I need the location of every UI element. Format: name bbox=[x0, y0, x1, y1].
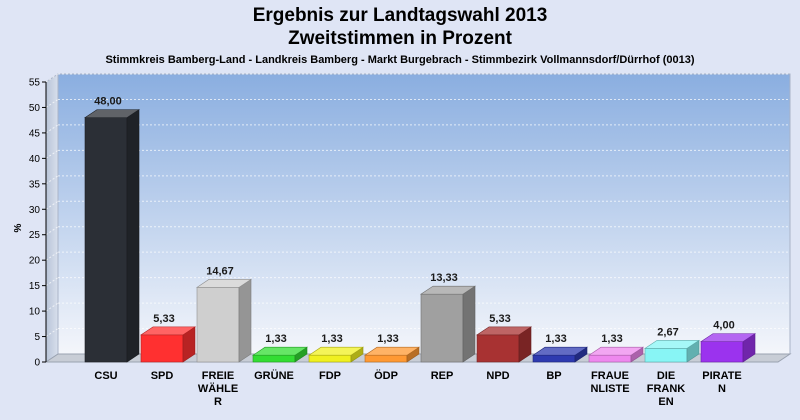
bar-top bbox=[644, 340, 700, 349]
bar-value-label: 2,67 bbox=[657, 326, 678, 338]
gridline-side bbox=[45, 99, 59, 108]
y-tick-label: 20 bbox=[29, 256, 41, 267]
bar-value-label: 48,00 bbox=[94, 96, 122, 108]
bar bbox=[308, 346, 364, 363]
bar-value-label: 1,33 bbox=[545, 333, 566, 345]
gridline-side bbox=[45, 251, 59, 261]
x-tick-label: REP bbox=[431, 370, 454, 382]
bar-value-label: 1,33 bbox=[377, 333, 398, 345]
bar-front bbox=[252, 354, 296, 363]
bar bbox=[532, 346, 588, 363]
bar-front bbox=[476, 334, 520, 363]
gridline-side bbox=[45, 175, 59, 185]
x-tick-label: DIE FRANK EN bbox=[647, 370, 686, 408]
bar-value-label: 1,33 bbox=[321, 333, 342, 345]
bar-top bbox=[700, 333, 756, 342]
x-tick-label: NPD bbox=[486, 370, 509, 382]
y-tick-label: 40 bbox=[29, 154, 41, 165]
bar-side bbox=[238, 278, 252, 363]
bar-value-label: 1,33 bbox=[601, 333, 622, 345]
chart-title-line2: Zweitstimmen in Prozent bbox=[288, 28, 512, 49]
bar-value-label: 4,00 bbox=[713, 320, 734, 332]
y-tick-label: 45 bbox=[29, 128, 41, 139]
gridline-side bbox=[45, 226, 59, 236]
bar-front bbox=[420, 293, 464, 363]
bar bbox=[644, 339, 700, 363]
chart-subtitle: Stimmkreis Bamberg-Land - Landkreis Bamb… bbox=[105, 54, 695, 66]
bar bbox=[252, 346, 308, 363]
y-tick-label: 10 bbox=[29, 307, 41, 318]
bar bbox=[420, 285, 476, 363]
bar-front bbox=[196, 287, 240, 363]
x-tick-label: ÖDP bbox=[374, 369, 398, 382]
y-tick-label: 55 bbox=[29, 78, 41, 89]
x-tick-label: SPD bbox=[151, 370, 174, 382]
y-tick-label: 35 bbox=[29, 179, 41, 190]
plot-side-wall bbox=[45, 73, 59, 363]
x-tick-label: BP bbox=[546, 370, 561, 382]
bar-top bbox=[588, 346, 644, 356]
bar bbox=[588, 346, 644, 363]
bar-value-label: 1,33 bbox=[265, 333, 286, 345]
y-tick-label: 25 bbox=[29, 230, 41, 241]
y-tick-label: 0 bbox=[34, 358, 40, 369]
bar-front bbox=[364, 354, 408, 363]
bar-side bbox=[462, 285, 476, 363]
x-tick-label: FREIE WÄHLE R bbox=[198, 370, 238, 408]
bar-side bbox=[126, 109, 140, 363]
y-axis-label: % bbox=[13, 223, 24, 232]
bar-top bbox=[252, 346, 308, 356]
gridline-side bbox=[45, 149, 59, 159]
x-tick-label: FRAUE NLISTE bbox=[590, 370, 629, 395]
bar-front bbox=[308, 354, 352, 363]
bar-top bbox=[420, 285, 476, 295]
bar bbox=[196, 278, 252, 363]
y-tick-label: 15 bbox=[29, 281, 41, 292]
bar-front bbox=[84, 117, 128, 363]
gridline-side bbox=[45, 277, 59, 287]
x-tick-label: GRÜNE bbox=[254, 369, 294, 382]
bar-front bbox=[140, 334, 184, 363]
gridline-side bbox=[45, 328, 59, 337]
bar-value-label: 5,33 bbox=[153, 313, 174, 325]
bar bbox=[700, 333, 756, 363]
bar-top bbox=[364, 346, 420, 356]
gridline-side bbox=[45, 124, 59, 134]
bar-top bbox=[476, 326, 532, 336]
y-tick-label: 50 bbox=[29, 103, 41, 114]
y-tick-label: 30 bbox=[29, 205, 41, 216]
bar-front bbox=[700, 341, 744, 363]
x-tick-label: CSU bbox=[94, 370, 117, 382]
bar-front bbox=[532, 354, 576, 363]
chart-title-line1: Ergebnis zur Landtagswahl 2013 bbox=[252, 5, 548, 26]
chart-title: Ergebnis zur Landtagswahl 2013 Zweitstim… bbox=[0, 4, 800, 50]
bar bbox=[364, 346, 420, 363]
bar-value-label: 5,33 bbox=[489, 313, 510, 325]
bar-top bbox=[140, 326, 196, 336]
bar-value-label: 14,67 bbox=[206, 265, 234, 277]
gridline-side bbox=[45, 200, 59, 210]
bar bbox=[476, 326, 532, 363]
bar-front bbox=[588, 354, 632, 363]
bar-top bbox=[196, 279, 252, 288]
bar bbox=[84, 109, 140, 363]
x-tick-label: FDP bbox=[319, 370, 341, 382]
bar-front bbox=[644, 348, 688, 363]
bar-top bbox=[532, 346, 588, 356]
bar-top bbox=[308, 346, 364, 356]
bar-value-label: 13,33 bbox=[430, 272, 458, 284]
gridline-side bbox=[45, 73, 59, 83]
x-tick-label: PIRATE N bbox=[702, 370, 742, 395]
bar-top bbox=[84, 109, 140, 118]
bar bbox=[140, 326, 196, 363]
gridline-side bbox=[45, 302, 59, 312]
y-tick-label: 5 bbox=[34, 332, 40, 343]
